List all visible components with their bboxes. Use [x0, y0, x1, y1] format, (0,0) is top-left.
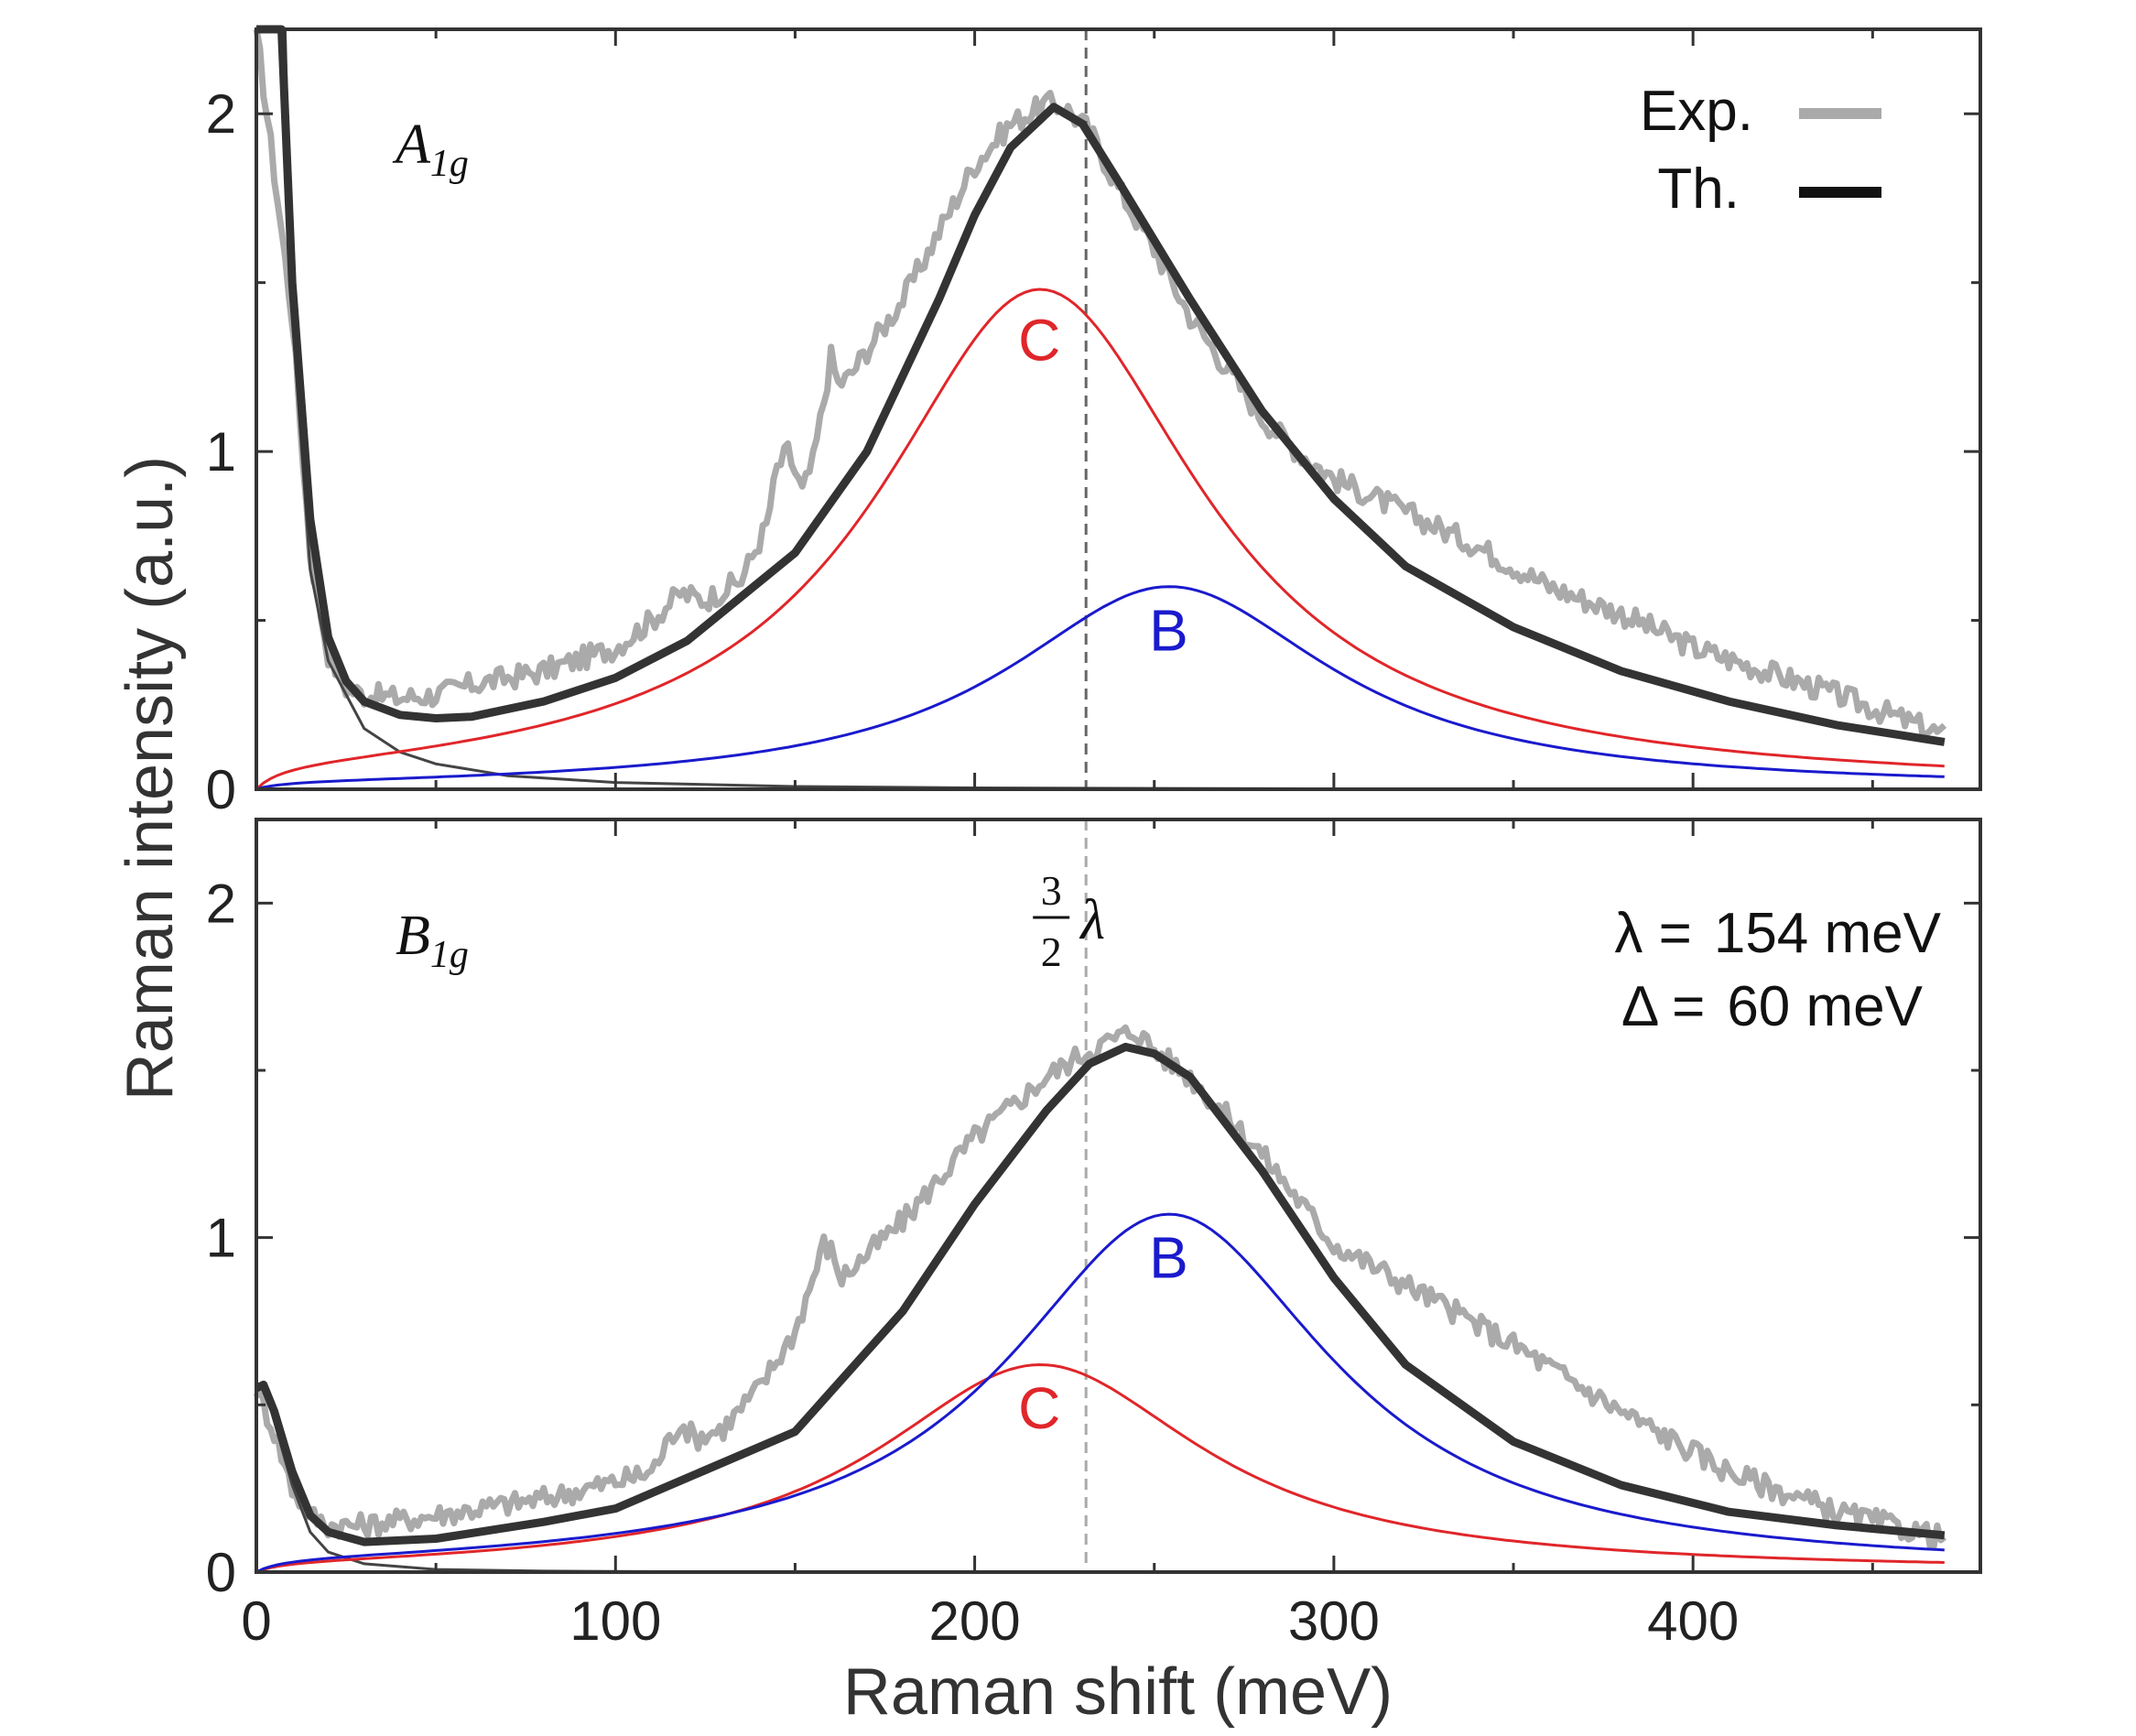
- panel-b1g-component-c-label: C: [1018, 1375, 1060, 1441]
- panel-a1g-component-b-label: B: [1149, 598, 1188, 664]
- panel-a1g-frame: [255, 27, 1982, 791]
- parameters: λ = 154 meV Δ = 60 meV: [1614, 902, 1941, 1038]
- lambda-parameter: λ = 154 meV: [1614, 902, 1941, 965]
- legend-exp-label: Exp.: [1640, 80, 1753, 143]
- annotation-numerator: 3: [1041, 867, 1062, 914]
- y-tick-label-0: 0: [206, 1542, 236, 1603]
- component-C-curve-B1g: [255, 1362, 1945, 1574]
- y-tick-label-2: 2: [206, 83, 236, 145]
- x-tick-label-400: 400: [1647, 1590, 1739, 1652]
- panel-b1g: 0 1 2 0 100 200 300 400 B1g C B λ = 154 meV Δ = 6…: [206, 818, 1982, 1652]
- legend-th-label: Th.: [1657, 157, 1740, 221]
- panel-a1g: 0 1 2 A1g C B Exp. Th.: [206, 25, 1982, 820]
- annotation-lambda: λ: [1079, 889, 1105, 951]
- theory-curve-B1g: [255, 1042, 1946, 1546]
- panel-b1g-label: B1g: [396, 905, 469, 976]
- x-tick-label-200: 200: [929, 1590, 1021, 1652]
- y-tick-label-2: 2: [206, 873, 236, 934]
- theory-curve-A1g: [256, 25, 1946, 746]
- panel-a1g-component-c-label: C: [1018, 307, 1060, 373]
- panel-a1g-label: A1g: [392, 114, 469, 185]
- x-tick-label-100: 100: [569, 1590, 661, 1652]
- panel-b1g-frame: [255, 818, 1982, 1574]
- y-tick-label-0: 0: [206, 759, 236, 820]
- component-B-curve-A1g: [255, 585, 1945, 791]
- panel-a1g-curves: [253, 25, 1947, 791]
- component-C-curve-A1g: [255, 288, 1945, 791]
- annotation-denominator: 2: [1041, 928, 1062, 975]
- delta-parameter: Δ = 60 meV: [1621, 975, 1924, 1038]
- component-B-curve-B1g: [255, 1212, 1945, 1574]
- legend: Exp. Th.: [1640, 80, 1881, 221]
- y-axis-title: Raman intensity (a.u.): [114, 456, 187, 1101]
- panel-a1g-ticks: 0 1 2: [206, 29, 1980, 820]
- panel-b1g-component-b-label: B: [1149, 1225, 1188, 1291]
- x-tick-label-0: 0: [241, 1590, 271, 1652]
- y-tick-label-1: 1: [206, 421, 236, 483]
- panel-b1g-ticks: 0 1 2 0 100 200 300 400: [206, 819, 1980, 1652]
- x-tick-label-300: 300: [1288, 1590, 1380, 1652]
- y-tick-label-1: 1: [206, 1208, 236, 1269]
- x-axis-title: Raman shift (meV): [843, 1655, 1393, 1729]
- three-halves-lambda-annotation: 3 2 λ: [1033, 867, 1105, 975]
- experiment-curve-B1g: [253, 1024, 1947, 1550]
